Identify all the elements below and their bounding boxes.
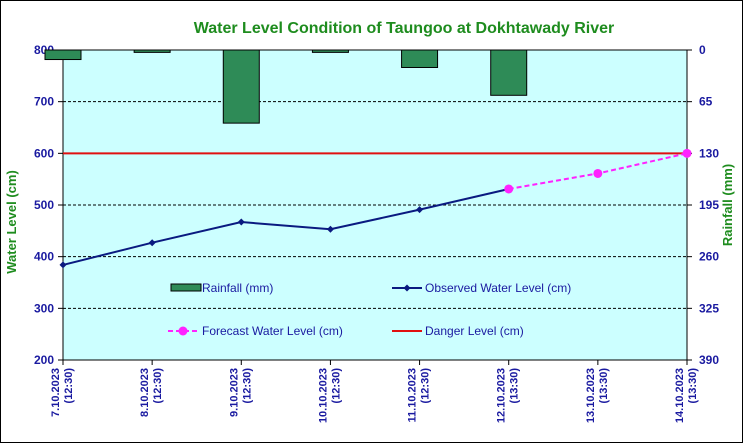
x-tick-label: 7.10.2023: [50, 368, 62, 417]
observed-point: [148, 239, 156, 247]
legend-label: Rainfall (mm): [202, 281, 273, 295]
observed-water-level-line: [62, 188, 509, 266]
legend-label: Danger Level (cm): [425, 324, 524, 338]
chart-title: Water Level Condition of Taungoo at Dokh…: [194, 20, 614, 37]
observed-point: [59, 261, 67, 269]
x-tick-label: (12:30): [152, 368, 164, 404]
x-tick-label: (12:30): [420, 368, 432, 404]
y2-tick-label: 65: [699, 95, 713, 109]
y-tick-label: 500: [34, 198, 54, 212]
x-tick-label: 12.10.2023: [496, 368, 508, 423]
legend-marker-forecast: [178, 326, 188, 336]
y2-tick-label: 0: [699, 43, 706, 57]
x-tick-label: 14.10.2023: [674, 368, 686, 423]
x-tick-label-group: 9.10.2023 (12:30): [228, 368, 253, 417]
rainfall-bar: [133, 49, 171, 53]
x-tick-label: (12:30): [63, 368, 75, 404]
x-tick-label-group: 10.10.2023 (12:30): [317, 368, 342, 423]
rainfall-bar: [222, 49, 260, 124]
y2-axis-label: Rainfall (mm): [720, 164, 735, 246]
y2-tick-label: 130: [699, 146, 719, 160]
observed-point: [416, 206, 424, 214]
x-tick-label-group: 11.10.2023 (12:30): [407, 368, 432, 423]
x-tick-label: 11.10.2023: [407, 368, 419, 422]
rainfall-bar: [44, 49, 82, 61]
y2-tick-label: 195: [699, 198, 719, 212]
y-tick-label: 600: [34, 146, 54, 160]
x-tick-label: (13:30): [509, 368, 521, 404]
x-tick-label: 13.10.2023: [585, 368, 597, 423]
y2-tick-label: 260: [699, 250, 719, 264]
legend-marker-observed: [403, 284, 411, 292]
x-tick-label-group: 12.10.2023 (13:30): [496, 368, 521, 423]
y2-tick-label: 325: [699, 301, 719, 315]
y2-tick-label: 390: [699, 353, 719, 367]
forecast-point: [682, 148, 692, 158]
observed-point: [237, 218, 245, 226]
x-tick-label: (12:30): [330, 368, 342, 404]
y-tick-label: 200: [34, 353, 54, 367]
x-tick-label: (13:30): [598, 368, 610, 404]
x-tick-label: 8.10.2023: [139, 368, 151, 417]
x-tick-label-group: 7.10.2023 (12:30): [50, 368, 75, 417]
y-axis-label: Water Level (cm): [4, 170, 19, 274]
y-tick-label: 400: [34, 250, 54, 264]
legend-label: Observed Water Level (cm): [425, 281, 571, 295]
forecast-point: [593, 168, 603, 178]
x-tick-label-group: 8.10.2023 (12:30): [139, 368, 164, 417]
legend-label: Forecast Water Level (cm): [202, 324, 343, 338]
forecast-point: [504, 184, 514, 194]
x-tick-label: (13:30): [687, 368, 699, 404]
x-tick-label-group: 13.10.2023 (13:30): [585, 368, 610, 423]
rainfall-bar: [490, 49, 528, 96]
x-tick-label: (12:30): [241, 368, 253, 404]
observed-point: [326, 225, 334, 233]
rainfall-bar: [311, 49, 349, 53]
rainfall-bar: [401, 49, 439, 68]
y-tick-label: 700: [34, 95, 54, 109]
y-tick-label: 300: [34, 301, 54, 315]
x-tick-label-group: 14.10.2023 (13:30): [674, 368, 699, 423]
legend-swatch-rainfall: [170, 283, 202, 292]
x-tick-label: 9.10.2023: [228, 368, 240, 417]
x-tick-label: 10.10.2023: [317, 368, 329, 423]
